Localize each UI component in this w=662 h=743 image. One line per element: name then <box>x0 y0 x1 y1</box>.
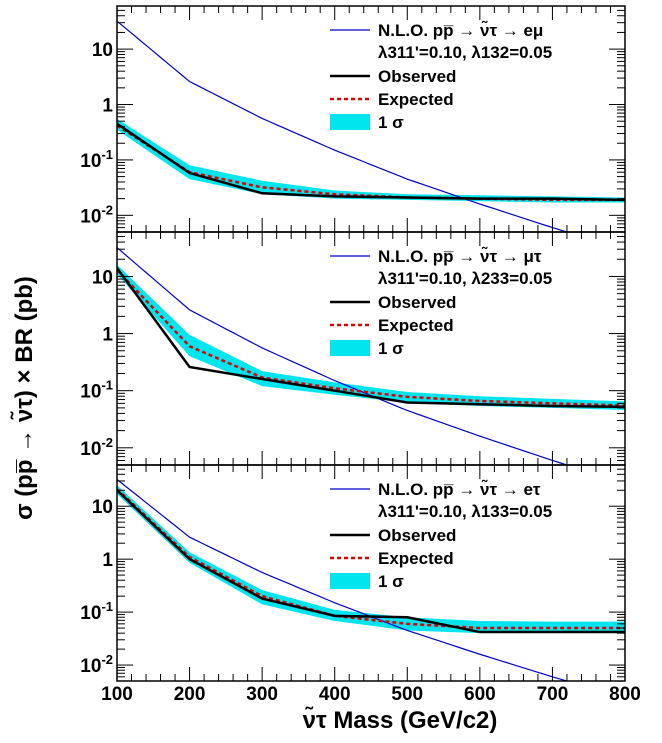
x-tick-label: 700 <box>537 684 569 705</box>
plot-area <box>117 20 625 232</box>
legend-observed-label: Observed <box>378 67 456 86</box>
y-tick-label: 10-1 <box>80 599 113 624</box>
y-ticks: 10 1 10-1 10-2 <box>80 231 625 466</box>
x-ticks <box>116 232 626 465</box>
legend-coupling: λ311'=0.10, λ133=0.05 <box>378 502 552 521</box>
y-tick-label: 1 <box>102 550 113 571</box>
panel-bottom: 10 1 10-1 10-2 N.L.O. pp̅ → ν̃τ → eτ λ311'=0.… <box>80 464 626 682</box>
legend-title: N.L.O. pp̅ → ν̃τ → eτ <box>378 479 541 499</box>
plot-area <box>117 478 625 681</box>
y-tick-label: 10 <box>92 267 113 288</box>
panel-middle: 10 1 10-1 10-2 N.L.O. pp̅ → ν̃τ → μτ λ311'=0.… <box>80 231 626 466</box>
x-tick-label: 600 <box>464 684 496 705</box>
legend: N.L.O. pp̅ → ν̃τ → eμ λ311'=0.10, λ132=0.… <box>330 20 552 132</box>
panel-frame <box>116 464 626 682</box>
legend-title: N.L.O. pp̅ → ν̃τ → eμ <box>378 20 543 40</box>
y-ticks: 10 1 10-1 10-2 <box>80 5 625 233</box>
y-tick-label: 1 <box>102 96 113 117</box>
nlo-theory-curve <box>117 20 569 232</box>
legend-title: N.L.O. pp̅ → ν̃τ → μτ <box>378 246 542 266</box>
observed-line <box>117 489 625 634</box>
panel-top: 10 1 10-1 10-2 N.L.O. pp̅ → ν̃τ → eμ λ311'=0.… <box>80 5 626 233</box>
legend-observed-label: Observed <box>378 526 456 545</box>
x-tick-label: 100 <box>101 684 133 705</box>
legend-sigma-label: 1 σ <box>378 339 404 358</box>
y-tick-label: 10-1 <box>80 378 113 403</box>
legend-sigma-label: 1 σ <box>378 113 404 132</box>
y-axis-label: σ (pp̅ → ν̃τ) × BR (pb) <box>10 276 38 520</box>
x-tick-label: 500 <box>391 684 423 705</box>
legend-sigma-swatch <box>330 573 370 589</box>
y-tick-label: 10-2 <box>80 435 113 460</box>
legend-coupling: λ311'=0.10, λ132=0.05 <box>378 43 552 62</box>
one-sigma-band <box>117 118 625 203</box>
x-ticks <box>116 465 626 681</box>
expected-line <box>117 488 625 630</box>
legend-sigma-swatch <box>330 340 370 356</box>
legend-expected-label: Expected <box>378 316 454 335</box>
legend: N.L.O. pp̅ → ν̃τ → eτ λ311'=0.10, λ133=0.… <box>330 479 552 591</box>
y-tick-label: 10-2 <box>80 202 113 227</box>
x-tick-label: 300 <box>246 684 278 705</box>
x-axis-label: ν̃τ Mass (GeV/c2) <box>303 706 498 734</box>
y-ticks: 10 1 10-1 10-2 <box>80 464 625 682</box>
legend-expected-label: Expected <box>378 90 454 109</box>
observed-line <box>117 122 625 202</box>
legend-observed-label: Observed <box>378 293 456 312</box>
legend: N.L.O. pp̅ → ν̃τ → μτ λ311'=0.10, λ233=0.… <box>330 246 552 358</box>
x-tick-label: 200 <box>174 684 206 705</box>
legend-sigma-label: 1 σ <box>378 572 404 591</box>
legend-coupling: λ311'=0.10, λ233=0.05 <box>378 269 552 288</box>
y-tick-label: 10 <box>92 497 113 518</box>
y-tick-label: 1 <box>102 325 113 346</box>
legend-expected-label: Expected <box>378 549 454 568</box>
expected-line <box>117 269 625 407</box>
x-axis-tick-labels: 100 200 300 400 500 600 700 800 <box>101 684 641 705</box>
x-tick-label: 400 <box>319 684 351 705</box>
y-tick-label: 10 <box>92 40 113 61</box>
x-ticks <box>116 6 626 232</box>
expected-line <box>117 124 625 202</box>
x-tick-label: 800 <box>609 684 641 705</box>
observed-line <box>117 267 625 409</box>
panels: 10 1 10-1 10-2 N.L.O. pp̅ → ν̃τ → eμ λ311'=0.… <box>80 5 626 682</box>
legend-sigma-swatch <box>330 114 370 130</box>
y-tick-label: 10-1 <box>80 147 113 172</box>
plot-area <box>117 247 625 465</box>
y-tick-label: 10-2 <box>80 652 113 677</box>
one-sigma-band <box>117 264 625 410</box>
